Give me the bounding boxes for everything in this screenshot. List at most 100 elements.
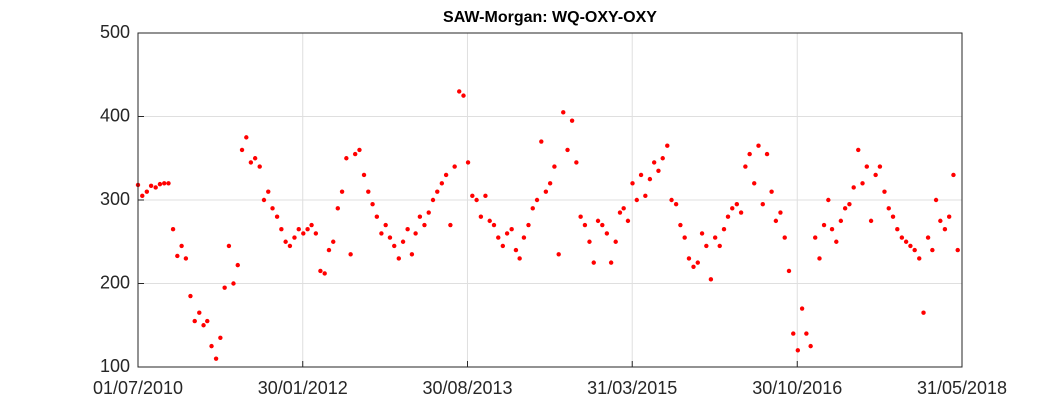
point xyxy=(331,239,336,244)
x-tick-label: 01/07/2010 xyxy=(93,378,183,398)
point xyxy=(842,206,848,211)
point xyxy=(665,143,670,148)
point xyxy=(691,264,696,269)
point xyxy=(448,222,453,228)
point xyxy=(647,176,653,182)
point xyxy=(821,222,827,228)
point xyxy=(465,160,471,165)
point xyxy=(270,206,275,211)
point xyxy=(248,160,254,165)
point xyxy=(496,235,501,240)
point xyxy=(218,335,223,340)
point xyxy=(296,227,301,232)
point xyxy=(873,172,878,178)
chart-title: SAW-Morgan: WQ-OXY-OXY xyxy=(443,9,657,26)
point xyxy=(387,235,393,240)
point xyxy=(322,271,327,276)
point xyxy=(617,210,623,215)
x-tick-label: 30/01/2012 xyxy=(258,378,348,398)
point xyxy=(192,318,197,324)
point xyxy=(162,181,167,186)
point xyxy=(530,206,535,211)
point xyxy=(226,243,232,249)
point xyxy=(834,239,839,244)
point xyxy=(925,235,931,240)
point xyxy=(521,235,527,240)
point xyxy=(955,247,960,253)
point xyxy=(413,231,418,236)
point xyxy=(860,181,865,186)
point xyxy=(504,231,510,236)
point xyxy=(868,218,874,224)
point xyxy=(313,231,319,236)
point xyxy=(157,181,163,187)
point xyxy=(604,231,610,236)
point xyxy=(335,206,341,211)
point xyxy=(643,193,648,199)
point xyxy=(591,260,596,265)
point xyxy=(487,218,492,224)
point xyxy=(513,247,519,253)
point xyxy=(361,172,367,178)
point xyxy=(144,189,150,194)
point xyxy=(747,151,752,157)
grid xyxy=(137,32,963,368)
point xyxy=(882,189,887,194)
point xyxy=(660,156,665,161)
point xyxy=(392,243,397,249)
point xyxy=(608,260,614,265)
point xyxy=(938,218,943,224)
point xyxy=(526,222,531,228)
point xyxy=(370,201,375,207)
point xyxy=(695,260,700,265)
point xyxy=(175,253,180,259)
point xyxy=(209,343,214,349)
point xyxy=(725,214,731,219)
point xyxy=(305,227,310,232)
point xyxy=(773,218,779,224)
point xyxy=(457,89,462,94)
point xyxy=(543,189,549,194)
point xyxy=(769,189,774,194)
point xyxy=(730,206,735,211)
point xyxy=(257,164,262,169)
point xyxy=(760,201,765,207)
point xyxy=(366,189,371,194)
point xyxy=(634,197,639,203)
point xyxy=(908,243,913,249)
point xyxy=(148,183,154,189)
point xyxy=(613,239,618,244)
point xyxy=(344,156,349,161)
point xyxy=(847,201,852,207)
point xyxy=(266,189,271,194)
point xyxy=(491,222,497,228)
point xyxy=(517,256,522,261)
point xyxy=(717,243,722,249)
point xyxy=(651,160,657,165)
point xyxy=(153,185,158,190)
point xyxy=(656,168,661,173)
point xyxy=(625,218,631,224)
point xyxy=(838,218,844,224)
point xyxy=(933,197,939,203)
point xyxy=(244,135,249,140)
point xyxy=(379,231,384,236)
points xyxy=(135,89,960,361)
y-tick-label: 100 xyxy=(100,356,130,376)
point xyxy=(301,231,306,236)
point xyxy=(829,227,835,232)
point xyxy=(534,197,540,203)
point xyxy=(417,214,423,219)
point xyxy=(140,193,145,199)
point xyxy=(552,164,557,169)
point xyxy=(903,239,909,244)
point xyxy=(222,285,227,290)
point xyxy=(738,210,744,215)
x-tick-label: 31/05/2018 xyxy=(917,378,1007,398)
point xyxy=(283,239,288,244)
point xyxy=(895,227,900,232)
point xyxy=(578,214,583,219)
point xyxy=(231,281,236,286)
point xyxy=(778,210,783,215)
point xyxy=(309,222,314,228)
